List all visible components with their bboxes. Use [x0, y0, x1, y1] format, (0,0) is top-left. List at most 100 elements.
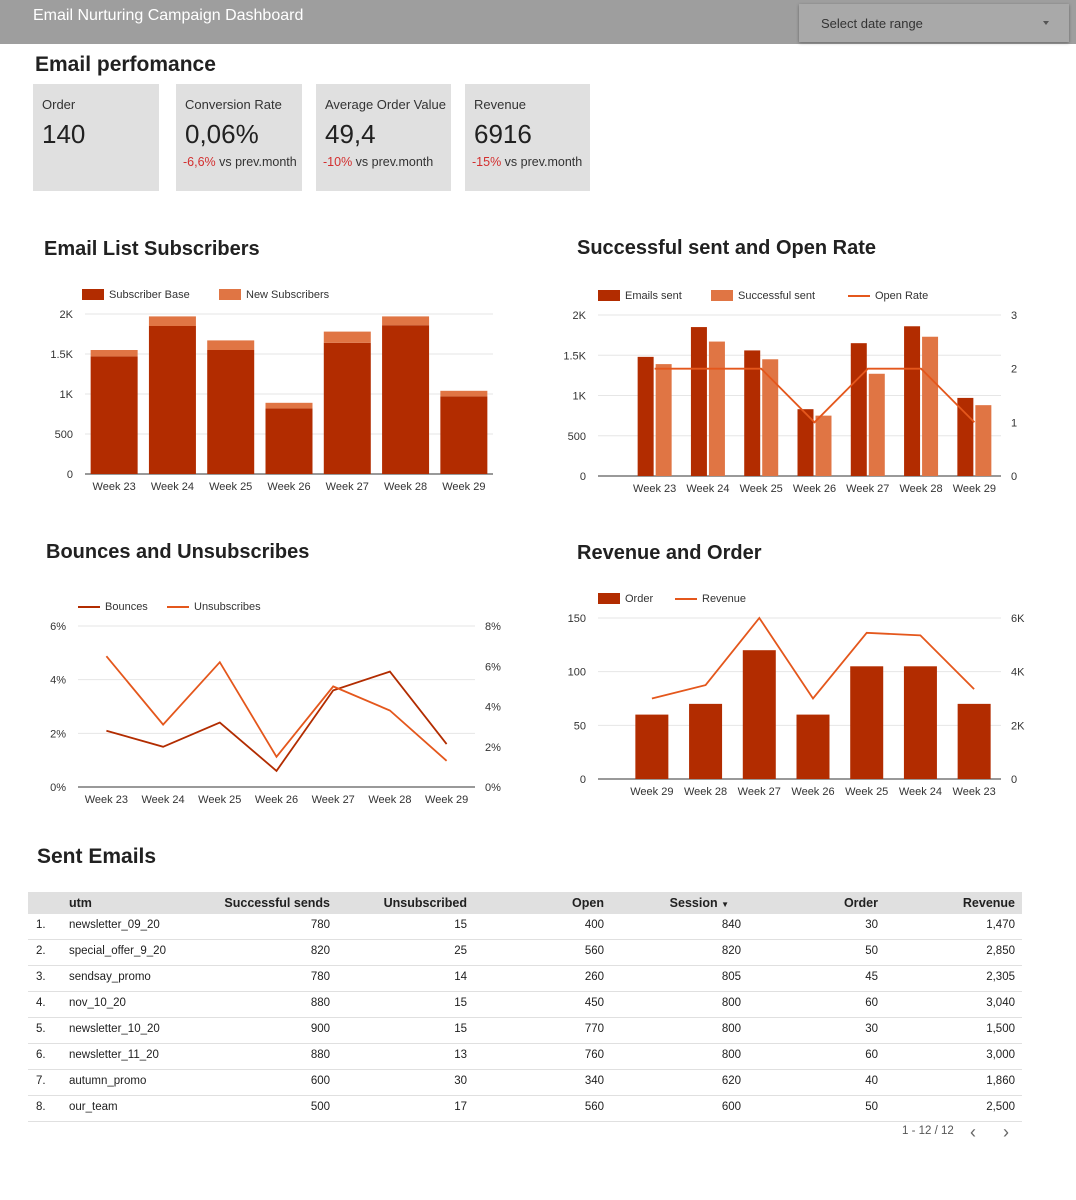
x-tick-label: Week 26: [255, 794, 298, 806]
chart-title-bounces: Bounces and Unsubscribes: [46, 541, 310, 563]
bar-successful-sent: [975, 405, 992, 476]
section-title-sent-emails: Sent Emails: [37, 845, 157, 868]
x-tick-label: Week 23: [633, 483, 676, 495]
y2-tick-label: 6%: [485, 661, 501, 673]
line-open-rate: [654, 367, 976, 424]
cell-utm: our_team: [69, 1101, 118, 1113]
y-tick-label: 0: [580, 774, 586, 786]
legend-label: Order: [625, 593, 653, 605]
col-unsubscribed[interactable]: Unsubscribed: [383, 896, 467, 910]
table-row[interactable]: 5. newsletter_10_20 900 15 770 800 30 1,500: [28, 1018, 1022, 1044]
col-revenue[interactable]: Revenue: [962, 896, 1015, 910]
kpi-value: 49,4: [325, 119, 376, 149]
x-tick-label: Week 23: [93, 481, 136, 493]
y-tick-label: 0: [580, 471, 586, 483]
col-order[interactable]: Order: [843, 896, 878, 910]
y2-tick-label: 1: [1011, 417, 1017, 429]
bar-order: [957, 703, 991, 779]
table-row[interactable]: 6. newsletter_11_20 880 13 760 800 60 3,000: [28, 1044, 1022, 1070]
x-tick-label: Week 27: [846, 483, 889, 495]
row-number: 8.: [36, 1101, 46, 1113]
legend-swatch: [711, 290, 733, 301]
table-row[interactable]: 7. autumn_promo 600 30 340 620 40 1,860: [28, 1070, 1022, 1096]
cell-revenue: 1,860: [986, 1075, 1015, 1087]
bar-order: [796, 714, 830, 779]
table-body: 1. newsletter_09_20 780 15 400 840 30 1,470 2. sp…: [28, 914, 1022, 1122]
cell-successful-sends: 600: [310, 1075, 330, 1087]
next-page-icon[interactable]: ›: [1003, 1122, 1009, 1142]
bar-new-subscribers: [323, 331, 371, 343]
col-open[interactable]: Open: [572, 896, 604, 910]
cell-unsubscribed: 30: [454, 1075, 467, 1087]
cell-order: 40: [865, 1075, 878, 1087]
bar-new-subscribers: [90, 350, 138, 357]
row-number: 2.: [36, 945, 46, 957]
col-utm[interactable]: utm: [69, 896, 92, 910]
app-title: Email Nurturing Campaign Dashboard: [33, 7, 304, 24]
col-successful-sends[interactable]: Successful sends: [224, 896, 330, 910]
x-tick-label: Week 24: [141, 794, 184, 806]
bar-subscriber-base: [323, 342, 371, 474]
x-tick-label: Week 23: [85, 794, 128, 806]
row-number: 5.: [36, 1023, 46, 1035]
bar-emails-sent: [904, 326, 921, 476]
row-number: 7.: [36, 1075, 46, 1087]
bar-emails-sent: [957, 397, 974, 476]
table-header: utm Successful sends Unsubscribed Open S…: [28, 892, 1022, 914]
revenue-order-chart: 0 50 100 150 0 2K 4K 6K Week 29 Week 28 Week 27 Wee…: [568, 593, 1025, 798]
x-tick-label: Week 28: [368, 794, 411, 806]
cell-unsubscribed: 15: [454, 919, 467, 931]
sort-desc-icon: ▼: [721, 900, 729, 909]
bar-successful-sent: [922, 336, 939, 476]
bar-successful-sent: [815, 415, 832, 476]
bar-emails-sent: [850, 343, 867, 476]
legend-label: Successful sent: [738, 290, 815, 302]
cell-revenue: 3,000: [986, 1049, 1015, 1061]
kpi-value: 6916: [474, 119, 532, 149]
kpi-delta: -10% vs prev.month: [323, 155, 433, 169]
y2-tick-label: 8%: [485, 621, 501, 633]
sent-emails-table: utm Successful sends Unsubscribed Open S…: [28, 892, 1022, 1122]
kpi-delta-value: -6,6%: [183, 155, 216, 169]
cell-successful-sends: 820: [310, 945, 330, 957]
cell-unsubscribed: 15: [454, 997, 467, 1009]
y-tick-label: 1K: [60, 389, 74, 401]
bar-order: [903, 666, 937, 779]
cell-open: 760: [584, 1049, 604, 1061]
row-number: 1.: [36, 919, 46, 931]
cell-utm: newsletter_11_20: [69, 1049, 159, 1061]
cell-session: 805: [721, 971, 741, 983]
x-tick-label: Week 24: [899, 786, 942, 798]
bar-subscriber-base: [382, 325, 430, 474]
cell-open: 560: [584, 1101, 604, 1113]
bar-emails-sent: [637, 356, 654, 476]
col-session[interactable]: Session ▼: [670, 896, 729, 910]
chart-title-revenue: Revenue and Order: [577, 542, 762, 564]
kpi-conversion-rate: Conversion Rate 0,06% -6,6% vs prev.mont…: [176, 84, 302, 191]
date-range-select[interactable]: Select date range: [799, 4, 1069, 42]
prev-page-icon[interactable]: ‹: [970, 1122, 976, 1142]
table-row[interactable]: 3. sendsay_promo 780 14 260 805 45 2,305: [28, 966, 1022, 992]
y2-tick-label: 2%: [485, 742, 501, 754]
cell-open: 260: [584, 971, 604, 983]
y2-tick-label: 4%: [485, 702, 501, 714]
y-tick-label: 0: [67, 469, 73, 481]
legend-label: Revenue: [702, 593, 746, 605]
line-bounces: [106, 670, 448, 773]
date-range-label: Select date range: [821, 16, 923, 31]
bar-emails-sent: [744, 350, 761, 476]
bar-subscriber-base: [90, 356, 138, 474]
kpi-delta: -6,6% vs prev.month: [183, 155, 297, 169]
table-row[interactable]: 1. newsletter_09_20 780 15 400 840 30 1,470: [28, 914, 1022, 940]
legend-label: Open Rate: [875, 290, 928, 302]
x-tick-label: Week 26: [267, 481, 310, 493]
x-tick-label: Week 29: [630, 786, 673, 798]
kpi-revenue: Revenue 6916 -15% vs prev.month: [465, 84, 590, 191]
chart-title-sent: Successful sent and Open Rate: [577, 237, 876, 259]
table-row[interactable]: 2. special_offer_9_20 820 25 560 820 50 2,850: [28, 940, 1022, 966]
legend-label: Bounces: [105, 601, 148, 613]
table-row[interactable]: 8. our_team 500 17 560 600 50 2,500: [28, 1096, 1022, 1122]
cell-successful-sends: 900: [310, 1023, 330, 1035]
bar-subscriber-base: [440, 396, 488, 474]
table-row[interactable]: 4. nov_10_20 880 15 450 800 60 3,040: [28, 992, 1022, 1018]
